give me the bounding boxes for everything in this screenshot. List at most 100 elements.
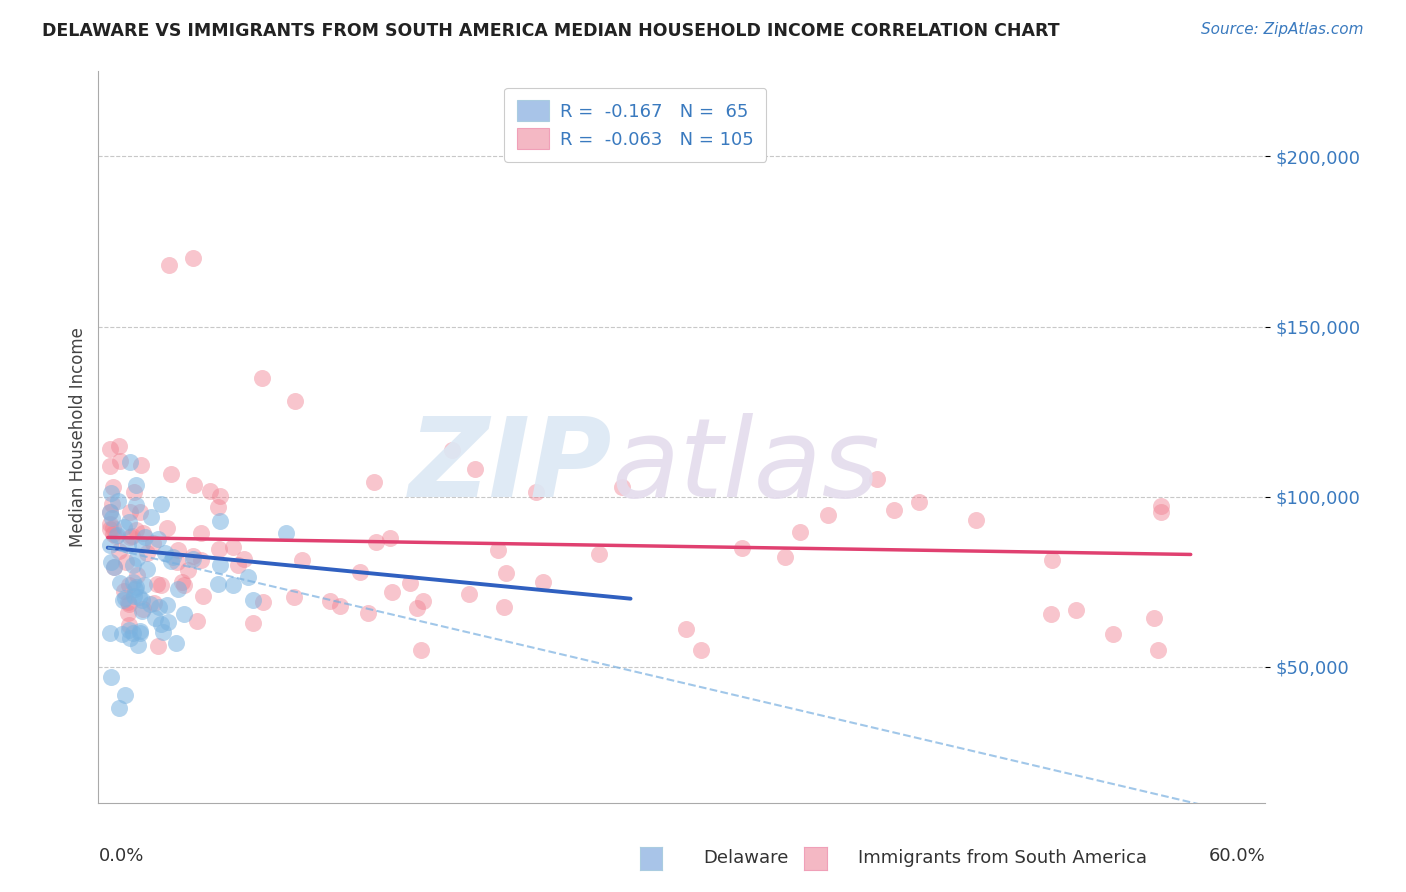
Point	[366, 534, 388, 549]
Point	[866, 472, 889, 486]
Point	[200, 483, 222, 498]
Point	[108, 700, 131, 714]
Point	[165, 636, 187, 650]
Point	[208, 514, 231, 528]
Point	[125, 568, 148, 582]
Point	[114, 688, 136, 702]
Point	[108, 439, 131, 453]
Point	[112, 520, 135, 534]
Point	[103, 559, 125, 574]
Point	[118, 597, 141, 611]
Point	[100, 670, 122, 684]
Point	[319, 593, 342, 607]
Point	[111, 627, 134, 641]
Point	[1150, 500, 1173, 514]
Point	[160, 553, 183, 567]
Point	[242, 616, 264, 631]
Point	[117, 538, 139, 552]
Point	[412, 594, 434, 608]
Point	[181, 252, 204, 266]
Text: atlas: atlas	[612, 413, 880, 520]
Point	[1143, 610, 1166, 624]
Point	[789, 525, 811, 540]
Point	[146, 532, 169, 546]
Point	[149, 578, 172, 592]
Point	[170, 575, 193, 590]
Point	[128, 505, 150, 519]
Point	[689, 642, 711, 657]
Point	[190, 526, 212, 541]
Point	[156, 521, 179, 535]
Point	[531, 574, 554, 589]
Point	[100, 555, 122, 569]
Point	[1146, 642, 1168, 657]
Point	[283, 591, 305, 605]
Point	[524, 484, 547, 499]
Text: Immigrants from South America: Immigrants from South America	[858, 849, 1147, 867]
Legend: R =  -0.167   N =  65, R =  -0.063   N = 105: R = -0.167 N = 65, R = -0.063 N = 105	[503, 87, 766, 162]
Point	[1066, 602, 1088, 616]
Point	[208, 558, 231, 573]
Point	[100, 459, 122, 474]
Point	[125, 499, 148, 513]
Point	[222, 578, 245, 592]
Point	[120, 631, 142, 645]
Point	[486, 543, 509, 558]
Point	[883, 503, 905, 517]
Point	[411, 642, 433, 657]
Point	[150, 497, 173, 511]
Point	[131, 526, 153, 541]
Text: 60.0%: 60.0%	[1209, 847, 1265, 864]
Point	[405, 601, 427, 615]
Point	[128, 591, 150, 605]
Point	[1040, 607, 1063, 622]
Point	[101, 511, 124, 525]
Point	[118, 623, 141, 637]
Point	[132, 578, 155, 592]
Point	[117, 595, 139, 609]
Point	[122, 558, 145, 573]
Point	[236, 570, 259, 584]
Point	[129, 458, 152, 472]
Point	[125, 478, 148, 492]
Point	[115, 555, 138, 569]
Point	[495, 566, 517, 581]
Point	[380, 531, 402, 545]
Point	[100, 485, 122, 500]
Point	[146, 640, 169, 654]
Point	[125, 581, 148, 595]
Point	[349, 565, 371, 579]
Point	[233, 552, 256, 566]
Point	[118, 530, 141, 544]
Point	[131, 537, 153, 551]
Point	[152, 624, 174, 639]
Text: DELAWARE VS IMMIGRANTS FROM SOUTH AMERICA MEDIAN HOUSEHOLD INCOME CORRELATION CH: DELAWARE VS IMMIGRANTS FROM SOUTH AMERIC…	[42, 22, 1060, 40]
Point	[908, 495, 931, 509]
Point	[112, 584, 135, 599]
Point	[817, 508, 839, 523]
Point	[114, 591, 136, 605]
Point	[183, 478, 205, 492]
Point	[610, 480, 633, 494]
Point	[98, 538, 121, 552]
Point	[284, 394, 307, 409]
Point	[101, 480, 124, 494]
Point	[181, 551, 204, 566]
Point	[492, 600, 515, 615]
Point	[149, 617, 172, 632]
Point	[127, 638, 149, 652]
Point	[122, 589, 145, 603]
Point	[142, 536, 165, 550]
Point	[773, 549, 796, 564]
Point	[222, 541, 245, 555]
Point	[134, 530, 156, 544]
Point	[173, 607, 195, 621]
Point	[98, 442, 121, 456]
Point	[98, 505, 121, 519]
Point	[159, 467, 181, 482]
Point	[124, 582, 146, 597]
Point	[329, 599, 352, 613]
Point	[104, 529, 127, 543]
Point	[142, 597, 165, 611]
Point	[145, 576, 167, 591]
